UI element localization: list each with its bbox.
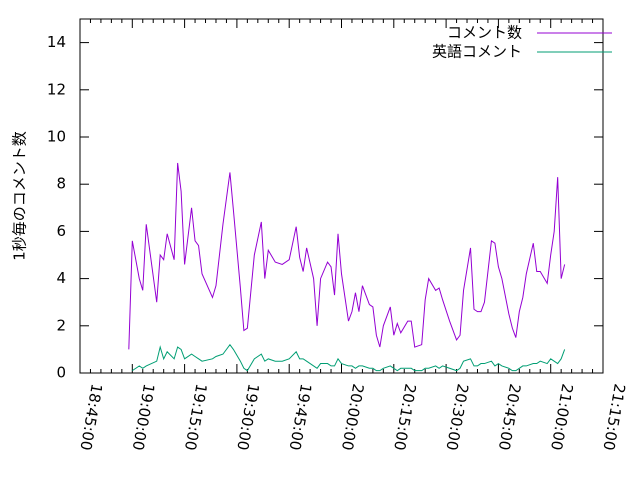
y-tick-label: 12 [47, 80, 66, 98]
x-tick-label: 19:00:00 [129, 382, 158, 451]
x-tick-label: 21:00:00 [547, 382, 576, 451]
y-tick-label: 4 [56, 269, 66, 287]
legend-label: 英語コメント [432, 43, 522, 61]
x-tick-label: 21:15:00 [599, 382, 628, 451]
x-tick-label: 19:30:00 [233, 382, 262, 451]
x-tick-label: 19:15:00 [181, 382, 210, 451]
x-tick-label: 20:00:00 [338, 382, 367, 451]
plot-frame [79, 18, 604, 374]
y-tick-label: 2 [56, 316, 66, 334]
x-tick-label: 19:45:00 [286, 382, 315, 451]
x-tick-label: 20:30:00 [442, 382, 471, 451]
y-tick-label: 10 [47, 128, 66, 146]
legend-label: コメント数 [447, 24, 522, 42]
y-tick-label: 6 [56, 222, 66, 240]
y-tick-label: 8 [56, 175, 66, 193]
x-tick-label: 20:15:00 [390, 382, 419, 451]
y-tick-label: 0 [56, 364, 66, 382]
y-axis-label: 1秒毎のコメント数 [11, 131, 29, 261]
x-tick-label: 18:45:00 [76, 382, 105, 451]
x-tick-label: 20:45:00 [495, 382, 524, 451]
series-line [128, 162, 566, 350]
y-tick-label: 14 [47, 33, 66, 51]
series-line [132, 343, 566, 372]
